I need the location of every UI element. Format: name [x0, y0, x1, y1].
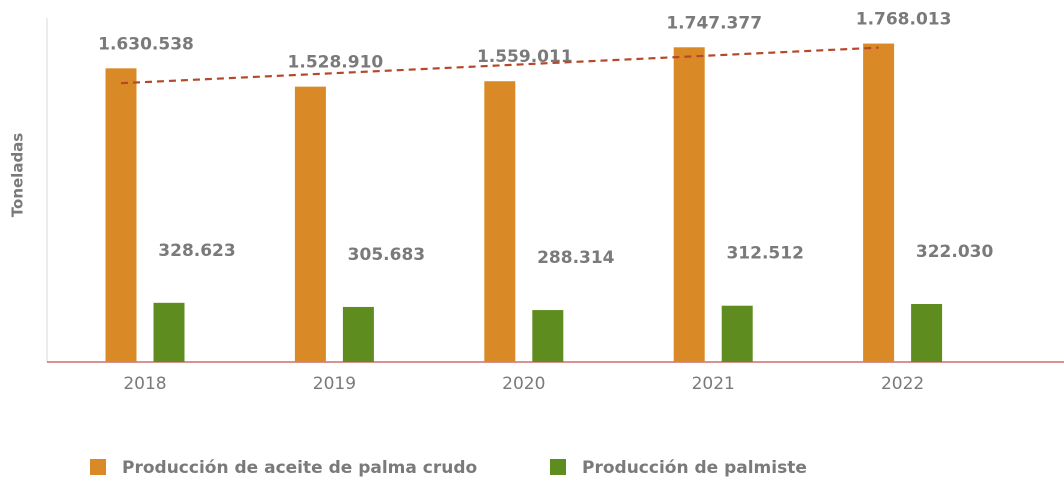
bar	[721, 305, 753, 362]
x-tick-label: 2020	[502, 374, 545, 394]
value-label: 312.512	[726, 244, 803, 264]
bar	[342, 306, 374, 362]
value-label: 1.528.910	[288, 53, 384, 73]
bar	[863, 43, 895, 362]
legend-swatch	[550, 459, 566, 475]
trendline	[120, 46, 879, 85]
legend-swatch	[90, 459, 106, 475]
bar	[294, 86, 326, 362]
bar	[484, 81, 516, 362]
legend-label: Producción de palmiste	[582, 458, 807, 478]
x-tick-label: 2018	[123, 374, 166, 394]
value-label: 1.747.377	[666, 13, 762, 33]
x-tick-label: 2022	[881, 374, 924, 394]
value-label: 1.559.011	[477, 47, 573, 67]
value-label: 328.623	[158, 241, 235, 261]
bar	[911, 304, 943, 362]
x-tick-label: 2021	[692, 374, 735, 394]
bar	[153, 302, 185, 362]
x-tick-label: 2019	[313, 374, 356, 394]
value-label: 1.630.538	[98, 34, 194, 54]
legend-label: Producción de aceite de palma crudo	[122, 458, 477, 478]
value-label: 305.683	[348, 245, 425, 265]
value-label: 1.768.013	[856, 10, 952, 30]
bar	[105, 68, 137, 362]
value-label: 322.030	[916, 242, 994, 262]
value-label: 288.314	[537, 248, 615, 268]
bar	[532, 310, 564, 362]
y-axis-label: Toneladas	[9, 133, 27, 218]
bar	[673, 47, 705, 362]
